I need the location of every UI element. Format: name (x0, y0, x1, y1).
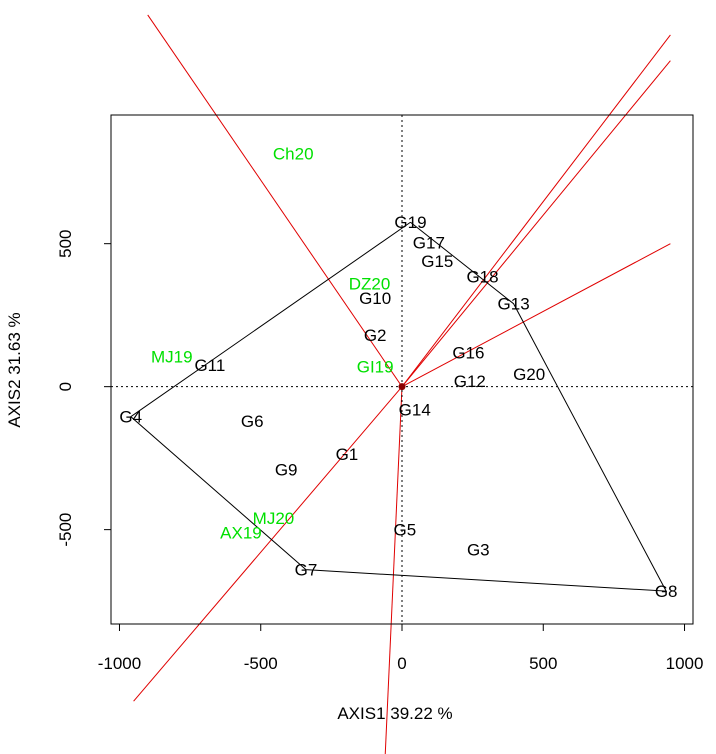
genotype-label: G4 (119, 408, 142, 427)
environment-label: MJ20 (253, 509, 295, 528)
genotype-label: G20 (513, 365, 545, 384)
x-axis-ticks: -1000 -500 0 500 1000 (98, 624, 704, 673)
genotype-label: G8 (655, 582, 678, 601)
ray-lines (133, 14, 671, 754)
genotype-label: G3 (467, 541, 490, 560)
genotype-label: G6 (241, 412, 264, 431)
ray-line (401, 243, 671, 388)
ray-line (147, 14, 403, 387)
genotype-label: G16 (452, 343, 484, 362)
ray-line (401, 60, 671, 387)
origin-point (398, 383, 406, 391)
genotype-label: G18 (466, 268, 498, 287)
y-axis-label: AXIS2 31.63 % (5, 312, 24, 427)
x-tick-label: 0 (397, 654, 406, 673)
environment-label: AX19 (220, 523, 262, 542)
genotype-label: G1 (336, 445, 359, 464)
environment-label: GI19 (357, 358, 394, 377)
genotype-label: G13 (498, 295, 530, 314)
genotype-labels: G1 G2 G3 G4 G5 G6 G7 G8 G9 G10 G11 G12 G13 G14 G15 G16 G… (119, 213, 677, 601)
y-tick-label: 0 (56, 382, 75, 391)
ray-line (384, 386, 403, 754)
ray-line (133, 386, 403, 702)
genotype-label: G11 (194, 356, 225, 375)
x-tick-label: -1000 (98, 654, 141, 673)
genotype-label: G17 (413, 233, 445, 252)
ray-line (401, 34, 671, 387)
genotype-label: G2 (364, 326, 387, 345)
y-tick-label: -500 (56, 513, 75, 547)
genotype-label: G10 (359, 289, 391, 308)
genotype-label: G9 (275, 461, 298, 480)
genotype-label: G12 (454, 372, 486, 391)
environment-label: DZ20 (349, 275, 391, 294)
y-tick-label: 500 (56, 229, 75, 257)
x-tick-label: 1000 (666, 654, 704, 673)
genotype-label: G7 (295, 561, 318, 580)
x-axis-label: AXIS1 39.22 % (337, 704, 452, 723)
environment-label: Ch20 (273, 145, 314, 164)
y-axis-ticks: -500 0 500 (56, 229, 111, 547)
convex-hull-polygon (129, 221, 668, 592)
genotype-label: G19 (394, 213, 426, 232)
x-tick-label: -500 (244, 654, 278, 673)
genotype-label: G5 (393, 521, 416, 540)
environment-label: MJ19 (151, 348, 193, 367)
x-tick-label: 500 (529, 654, 557, 673)
genotype-label: G14 (399, 401, 431, 420)
genotype-label: G15 (421, 252, 453, 271)
